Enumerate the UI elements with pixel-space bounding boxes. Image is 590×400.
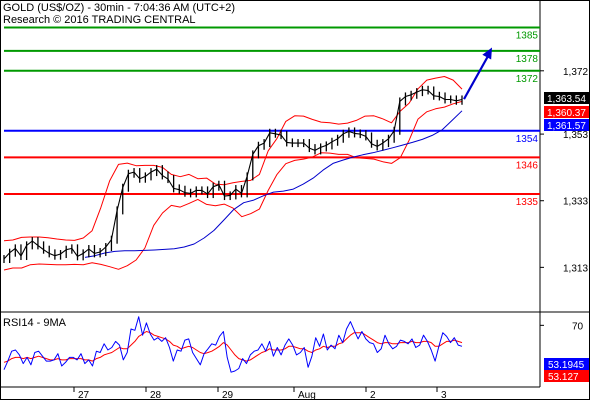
price-badge-label: 1,361.57 <box>547 121 586 132</box>
bollinger-upper-line <box>3 76 463 242</box>
rsi-badge-label: 53.1945 <box>548 360 585 371</box>
level-label-1385: 1385 <box>516 30 539 41</box>
bollinger-bands <box>3 76 463 271</box>
chart-title: GOLD (US$/OZ) - 30min - 7:04:36 AM (UTC+… <box>3 2 235 14</box>
price-badge-red <box>544 106 589 118</box>
rsi-line <box>3 316 463 373</box>
time-tick-label: Aug <box>298 390 316 400</box>
rsi-label: RSI14 - 9MA <box>3 317 67 329</box>
time-tick-label: 2 <box>370 390 376 400</box>
level-label-1335: 1335 <box>516 197 539 208</box>
price-tick-label: 1,353 <box>563 130 588 141</box>
rsi-badge-blue <box>544 358 589 370</box>
time-tick-label: 29 <box>222 390 234 400</box>
rsi-tick-label: 70 <box>572 321 584 332</box>
time-tick-label: 28 <box>150 390 162 400</box>
price-tick-label: 1,313 <box>563 263 588 274</box>
price-tick-label: 1,333 <box>563 197 588 208</box>
forecast-arrow-head <box>482 47 492 60</box>
moving-average-line <box>84 110 463 258</box>
level-label-1372: 1372 <box>516 74 539 85</box>
price-badge-label: 1,360.37 <box>547 108 586 119</box>
price-badges: 1,363.54 1,360.37 1,361.57 <box>544 92 589 132</box>
price-axis-ticks: 1,372 1,353 1,333 1,313 <box>540 67 588 274</box>
forecast-arrow <box>463 47 492 100</box>
level-label-1354: 1354 <box>516 134 539 145</box>
level-label-1378: 1378 <box>516 54 539 65</box>
price-badge-blue <box>544 119 589 131</box>
price-line <box>3 89 463 260</box>
level-label-1346: 1346 <box>516 160 539 171</box>
rsi-ma-line <box>3 331 463 363</box>
chart-copyright: Research © 2016 TRADING CENTRAL <box>3 14 196 26</box>
rsi-badge-label: 53.127 <box>548 372 579 383</box>
time-axis-ticks: 27 28 29 Aug 2 3 <box>73 387 447 400</box>
forecast-arrow-shaft <box>463 51 491 100</box>
time-tick-label: 3 <box>441 390 447 400</box>
horizontal-levels: 1385 1378 1372 1354 1346 1335 <box>4 26 540 208</box>
price-badge-dark <box>544 92 589 104</box>
price-badge-label: 1,363.54 <box>547 94 586 105</box>
bollinger-lower-line <box>3 100 463 271</box>
rsi-badge-red <box>544 370 589 382</box>
time-tick-label: 27 <box>78 390 90 400</box>
price-tick-label: 1,372 <box>563 67 588 78</box>
moving-average <box>84 110 463 258</box>
price-series <box>3 85 463 264</box>
